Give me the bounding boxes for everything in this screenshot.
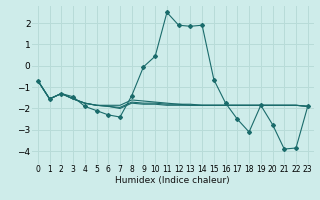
X-axis label: Humidex (Indice chaleur): Humidex (Indice chaleur) — [116, 176, 230, 185]
